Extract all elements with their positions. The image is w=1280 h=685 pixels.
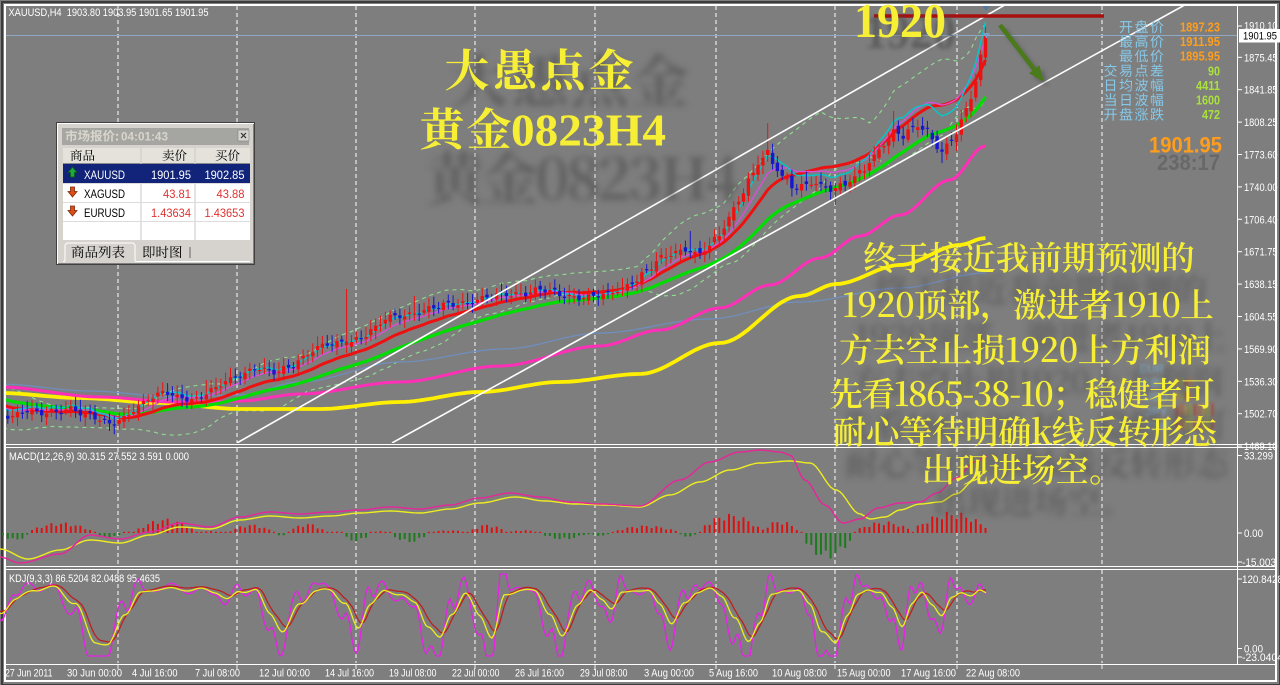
svg-text:1902.85: 1902.85 (205, 170, 245, 182)
svg-text:7 Jul 08:00: 7 Jul 08:00 (195, 668, 240, 680)
svg-text:14 Jul 16:00: 14 Jul 16:00 (325, 668, 374, 680)
svg-text:0.00: 0.00 (1244, 644, 1263, 656)
svg-text:EURUSD: EURUSD (84, 208, 125, 220)
svg-text:1773.60: 1773.60 (1244, 150, 1278, 162)
svg-text:43.88: 43.88 (217, 189, 245, 201)
svg-text:1604.55: 1604.55 (1244, 312, 1278, 324)
svg-text:1536.30: 1536.30 (1244, 376, 1278, 388)
svg-text:238:17: 238:17 (1157, 150, 1220, 175)
svg-text:17 Aug 16:00: 17 Aug 16:00 (901, 668, 956, 680)
svg-text:22 Jul 00:00: 22 Jul 00:00 (452, 668, 500, 680)
svg-text:19 Jul 08:00: 19 Jul 08:00 (389, 668, 437, 680)
svg-text:EUR: EUR (1139, 362, 1165, 376)
svg-text:90: 90 (1208, 63, 1220, 78)
svg-text:12 Jul 00:00: 12 Jul 00:00 (259, 668, 310, 680)
svg-text:-23.0404: -23.0404 (1242, 652, 1280, 664)
svg-text:XAGUSD: XAGUSD (84, 189, 125, 201)
svg-text:4 Jul 16:00: 4 Jul 16:00 (132, 668, 178, 680)
svg-text:3 Aug 00:00: 3 Aug 00:00 (644, 668, 694, 680)
svg-text:5 Aug 16:00: 5 Aug 16:00 (709, 668, 758, 680)
svg-text:10 Aug 08:00: 10 Aug 08:00 (772, 668, 827, 680)
svg-text:1901.95: 1901.95 (151, 170, 191, 182)
svg-text:472: 472 (1202, 107, 1220, 122)
svg-text:15 Aug 00:00: 15 Aug 00:00 (837, 668, 891, 680)
svg-text:1469.10: 1469.10 (1244, 441, 1278, 453)
svg-text:1600: 1600 (1196, 93, 1220, 108)
svg-text:29 Jul 08:00: 29 Jul 08:00 (580, 668, 628, 680)
svg-text:XAUUSD,H4 1903.80 1903.95 190: XAUUSD,H4 1903.80 1903.95 1901.65 1901.9… (9, 7, 209, 19)
svg-text:1841.85: 1841.85 (1244, 85, 1278, 97)
svg-text:KDJ(9,3,3) 86.5204 82.0488 95.: KDJ(9,3,3) 86.5204 82.0488 95.4635 (9, 573, 160, 585)
svg-text:1911.95: 1911.95 (1180, 34, 1220, 49)
svg-text:1901.95: 1901.95 (1243, 31, 1277, 43)
svg-text:1901.95: 1901.95 (1149, 133, 1222, 158)
svg-text:04:01:43: 04:01:43 (121, 132, 168, 144)
svg-text:1638.15: 1638.15 (1244, 279, 1278, 291)
svg-text:1897.23: 1897.23 (1180, 20, 1220, 35)
svg-text:1808.25: 1808.25 (1244, 117, 1278, 129)
svg-text:1671.75: 1671.75 (1244, 247, 1278, 259)
svg-text:43.81: 43.81 (163, 189, 191, 201)
svg-text:1920: 1920 (854, 0, 946, 48)
svg-text:22 Aug 08:00: 22 Aug 08:00 (966, 668, 1020, 680)
svg-text:4411: 4411 (1196, 78, 1220, 93)
svg-text:1920: 1920 (864, 4, 956, 59)
svg-text:MACD(12,26,9) 30.315 27.552 3.: MACD(12,26,9) 30.315 27.552 3.591 0.000 (9, 451, 189, 463)
svg-text:1.43653: 1.43653 (205, 208, 245, 220)
svg-text:1875.45: 1875.45 (1244, 52, 1278, 64)
svg-text:33.299: 33.299 (1244, 451, 1273, 463)
svg-text:1569.90: 1569.90 (1244, 344, 1278, 356)
svg-text:XAUUSD: XAUUSD (84, 170, 125, 182)
svg-text:26 Jul 16:00: 26 Jul 16:00 (515, 668, 564, 680)
svg-text:1.43634: 1.43634 (151, 208, 192, 220)
svg-text:0.00: 0.00 (1244, 528, 1263, 540)
svg-text:1895.95: 1895.95 (1180, 49, 1220, 64)
svg-text:120.8428: 120.8428 (1242, 574, 1280, 586)
svg-text:1502.70: 1502.70 (1244, 409, 1278, 421)
svg-text:1740.00: 1740.00 (1244, 182, 1278, 194)
svg-text:1706.40: 1706.40 (1244, 214, 1278, 226)
svg-text:-15.003: -15.003 (1242, 557, 1276, 569)
svg-text:27 Jun 2011: 27 Jun 2011 (5, 668, 53, 680)
svg-text:30 Jun 00:00: 30 Jun 00:00 (67, 668, 122, 680)
svg-text:0823H4: 0823H4 (511, 105, 666, 156)
